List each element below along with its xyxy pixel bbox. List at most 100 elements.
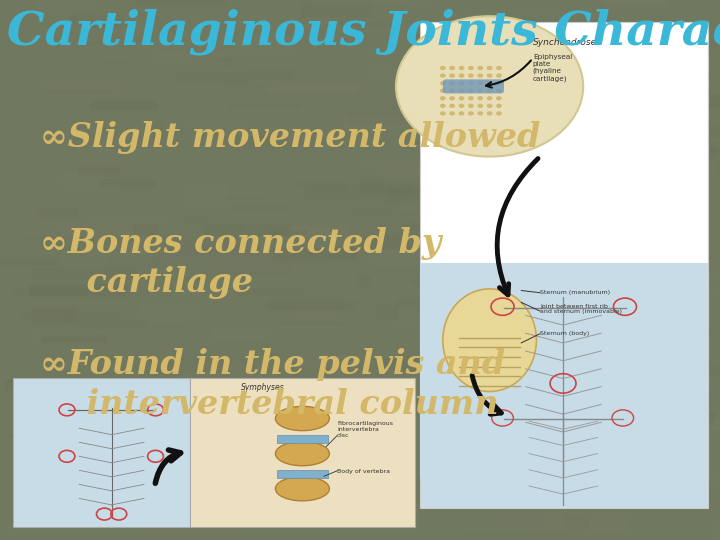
FancyBboxPatch shape: [443, 79, 504, 93]
FancyBboxPatch shape: [190, 378, 415, 526]
Circle shape: [440, 81, 446, 85]
Circle shape: [468, 104, 474, 108]
FancyBboxPatch shape: [111, 423, 153, 433]
FancyBboxPatch shape: [334, 369, 423, 384]
Text: Symphyses: Symphyses: [241, 383, 285, 392]
Circle shape: [468, 111, 474, 116]
FancyBboxPatch shape: [13, 378, 190, 526]
Circle shape: [440, 89, 446, 93]
FancyBboxPatch shape: [522, 151, 606, 158]
FancyBboxPatch shape: [364, 160, 433, 165]
Circle shape: [449, 96, 455, 100]
Circle shape: [487, 73, 492, 78]
FancyBboxPatch shape: [313, 0, 411, 4]
Circle shape: [496, 66, 502, 70]
FancyBboxPatch shape: [290, 227, 372, 237]
Text: Epiphyseal
plate
(hyaline
cartilage): Epiphyseal plate (hyaline cartilage): [533, 54, 572, 82]
Circle shape: [487, 81, 492, 85]
FancyBboxPatch shape: [603, 468, 638, 481]
FancyBboxPatch shape: [91, 100, 157, 110]
FancyBboxPatch shape: [29, 285, 127, 297]
FancyBboxPatch shape: [516, 293, 556, 298]
FancyBboxPatch shape: [344, 117, 443, 129]
Circle shape: [477, 73, 483, 78]
FancyBboxPatch shape: [277, 470, 328, 478]
Circle shape: [449, 81, 455, 85]
Ellipse shape: [275, 442, 329, 465]
FancyBboxPatch shape: [348, 116, 441, 125]
Circle shape: [496, 81, 502, 85]
FancyBboxPatch shape: [99, 179, 156, 187]
FancyBboxPatch shape: [133, 225, 157, 237]
FancyBboxPatch shape: [598, 447, 629, 457]
Text: ∞Bones connected by
    cartilage: ∞Bones connected by cartilage: [40, 227, 441, 299]
Circle shape: [496, 111, 502, 116]
Circle shape: [459, 73, 464, 78]
Text: Sternum (manubrium): Sternum (manubrium): [540, 291, 610, 295]
Circle shape: [477, 111, 483, 116]
FancyBboxPatch shape: [420, 270, 708, 413]
Circle shape: [496, 73, 502, 78]
FancyBboxPatch shape: [70, 15, 122, 29]
FancyBboxPatch shape: [42, 335, 107, 342]
Circle shape: [440, 104, 446, 108]
Text: ∞Found in the pelvis and
    intervertebral column: ∞Found in the pelvis and intervertebral …: [40, 348, 505, 421]
Circle shape: [440, 66, 446, 70]
FancyBboxPatch shape: [455, 345, 492, 360]
Ellipse shape: [275, 477, 329, 501]
Circle shape: [459, 81, 464, 85]
FancyBboxPatch shape: [711, 148, 720, 152]
Text: Cartilaginous Joints Characteristics: Cartilaginous Joints Characteristics: [7, 8, 720, 55]
Circle shape: [468, 81, 474, 85]
FancyBboxPatch shape: [420, 413, 708, 508]
FancyBboxPatch shape: [181, 366, 268, 381]
FancyBboxPatch shape: [624, 142, 716, 158]
FancyBboxPatch shape: [61, 225, 150, 240]
Circle shape: [449, 104, 455, 108]
FancyBboxPatch shape: [5, 379, 86, 390]
Ellipse shape: [275, 406, 329, 431]
FancyBboxPatch shape: [104, 479, 174, 484]
FancyBboxPatch shape: [140, 501, 244, 509]
FancyBboxPatch shape: [538, 53, 578, 57]
FancyBboxPatch shape: [37, 207, 78, 219]
Circle shape: [440, 96, 446, 100]
Circle shape: [440, 73, 446, 78]
Text: Joint between first rib
and sternum (immovable): Joint between first rib and sternum (imm…: [540, 304, 622, 314]
FancyBboxPatch shape: [655, 418, 720, 430]
Ellipse shape: [443, 289, 536, 392]
FancyBboxPatch shape: [358, 234, 462, 251]
FancyBboxPatch shape: [577, 27, 663, 39]
FancyBboxPatch shape: [666, 471, 720, 487]
FancyBboxPatch shape: [267, 85, 357, 92]
FancyBboxPatch shape: [420, 264, 708, 478]
Circle shape: [496, 104, 502, 108]
Text: Fibrocartilaginous
intervertebra
disc: Fibrocartilaginous intervertebra disc: [337, 421, 393, 438]
Circle shape: [396, 16, 583, 157]
Circle shape: [459, 111, 464, 116]
Circle shape: [477, 81, 483, 85]
Circle shape: [477, 66, 483, 70]
Circle shape: [449, 66, 455, 70]
Circle shape: [468, 96, 474, 100]
Circle shape: [477, 104, 483, 108]
FancyBboxPatch shape: [564, 486, 624, 495]
FancyBboxPatch shape: [420, 22, 708, 478]
FancyBboxPatch shape: [449, 129, 537, 134]
Circle shape: [459, 66, 464, 70]
FancyBboxPatch shape: [215, 405, 260, 410]
FancyBboxPatch shape: [153, 52, 228, 57]
Circle shape: [496, 96, 502, 100]
Circle shape: [487, 104, 492, 108]
FancyBboxPatch shape: [428, 62, 477, 66]
Circle shape: [487, 96, 492, 100]
FancyBboxPatch shape: [693, 43, 720, 49]
Text: ∞Slight movement allowed: ∞Slight movement allowed: [40, 122, 540, 154]
Circle shape: [477, 89, 483, 93]
Circle shape: [459, 89, 464, 93]
Circle shape: [496, 89, 502, 93]
Circle shape: [449, 89, 455, 93]
Circle shape: [459, 96, 464, 100]
FancyBboxPatch shape: [484, 335, 572, 349]
Circle shape: [468, 73, 474, 78]
